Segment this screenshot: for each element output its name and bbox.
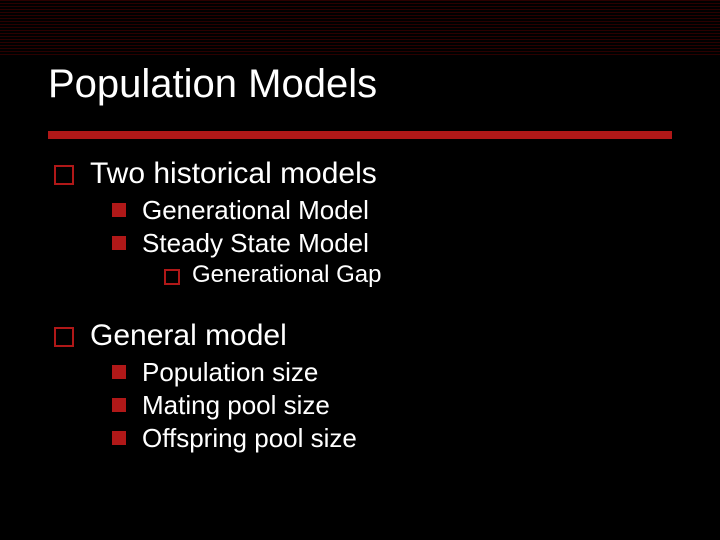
item-label: Two historical models	[90, 157, 377, 190]
slide-content: Population Models Two historical models …	[48, 62, 672, 458]
item-label: Offspring pool size	[142, 423, 357, 453]
pinstripe-header	[0, 0, 720, 56]
list-item: Offspring pool size	[112, 423, 672, 454]
slide-title: Population Models	[48, 62, 672, 113]
list-item: Generational Model	[112, 195, 672, 226]
item-label: Mating pool size	[142, 390, 330, 420]
list-item: Generational Gap	[164, 261, 672, 289]
bullet-list: Two historical models Generational Model…	[48, 157, 672, 289]
item-label: Steady State Model	[142, 228, 369, 258]
list-item: Mating pool size	[112, 390, 672, 421]
list-item: Population size	[112, 357, 672, 388]
item-label: General model	[90, 319, 287, 352]
spacer	[48, 293, 672, 319]
list-item: General model Population size Mating poo…	[54, 319, 672, 454]
title-underline	[48, 131, 672, 139]
item-label: Generational Gap	[192, 261, 381, 288]
list-item: Two historical models Generational Model…	[54, 157, 672, 289]
item-label: Generational Model	[142, 195, 369, 225]
list-item: Steady State Model Generational Gap	[112, 228, 672, 289]
item-label: Population size	[142, 357, 318, 387]
bullet-list: General model Population size Mating poo…	[48, 319, 672, 454]
